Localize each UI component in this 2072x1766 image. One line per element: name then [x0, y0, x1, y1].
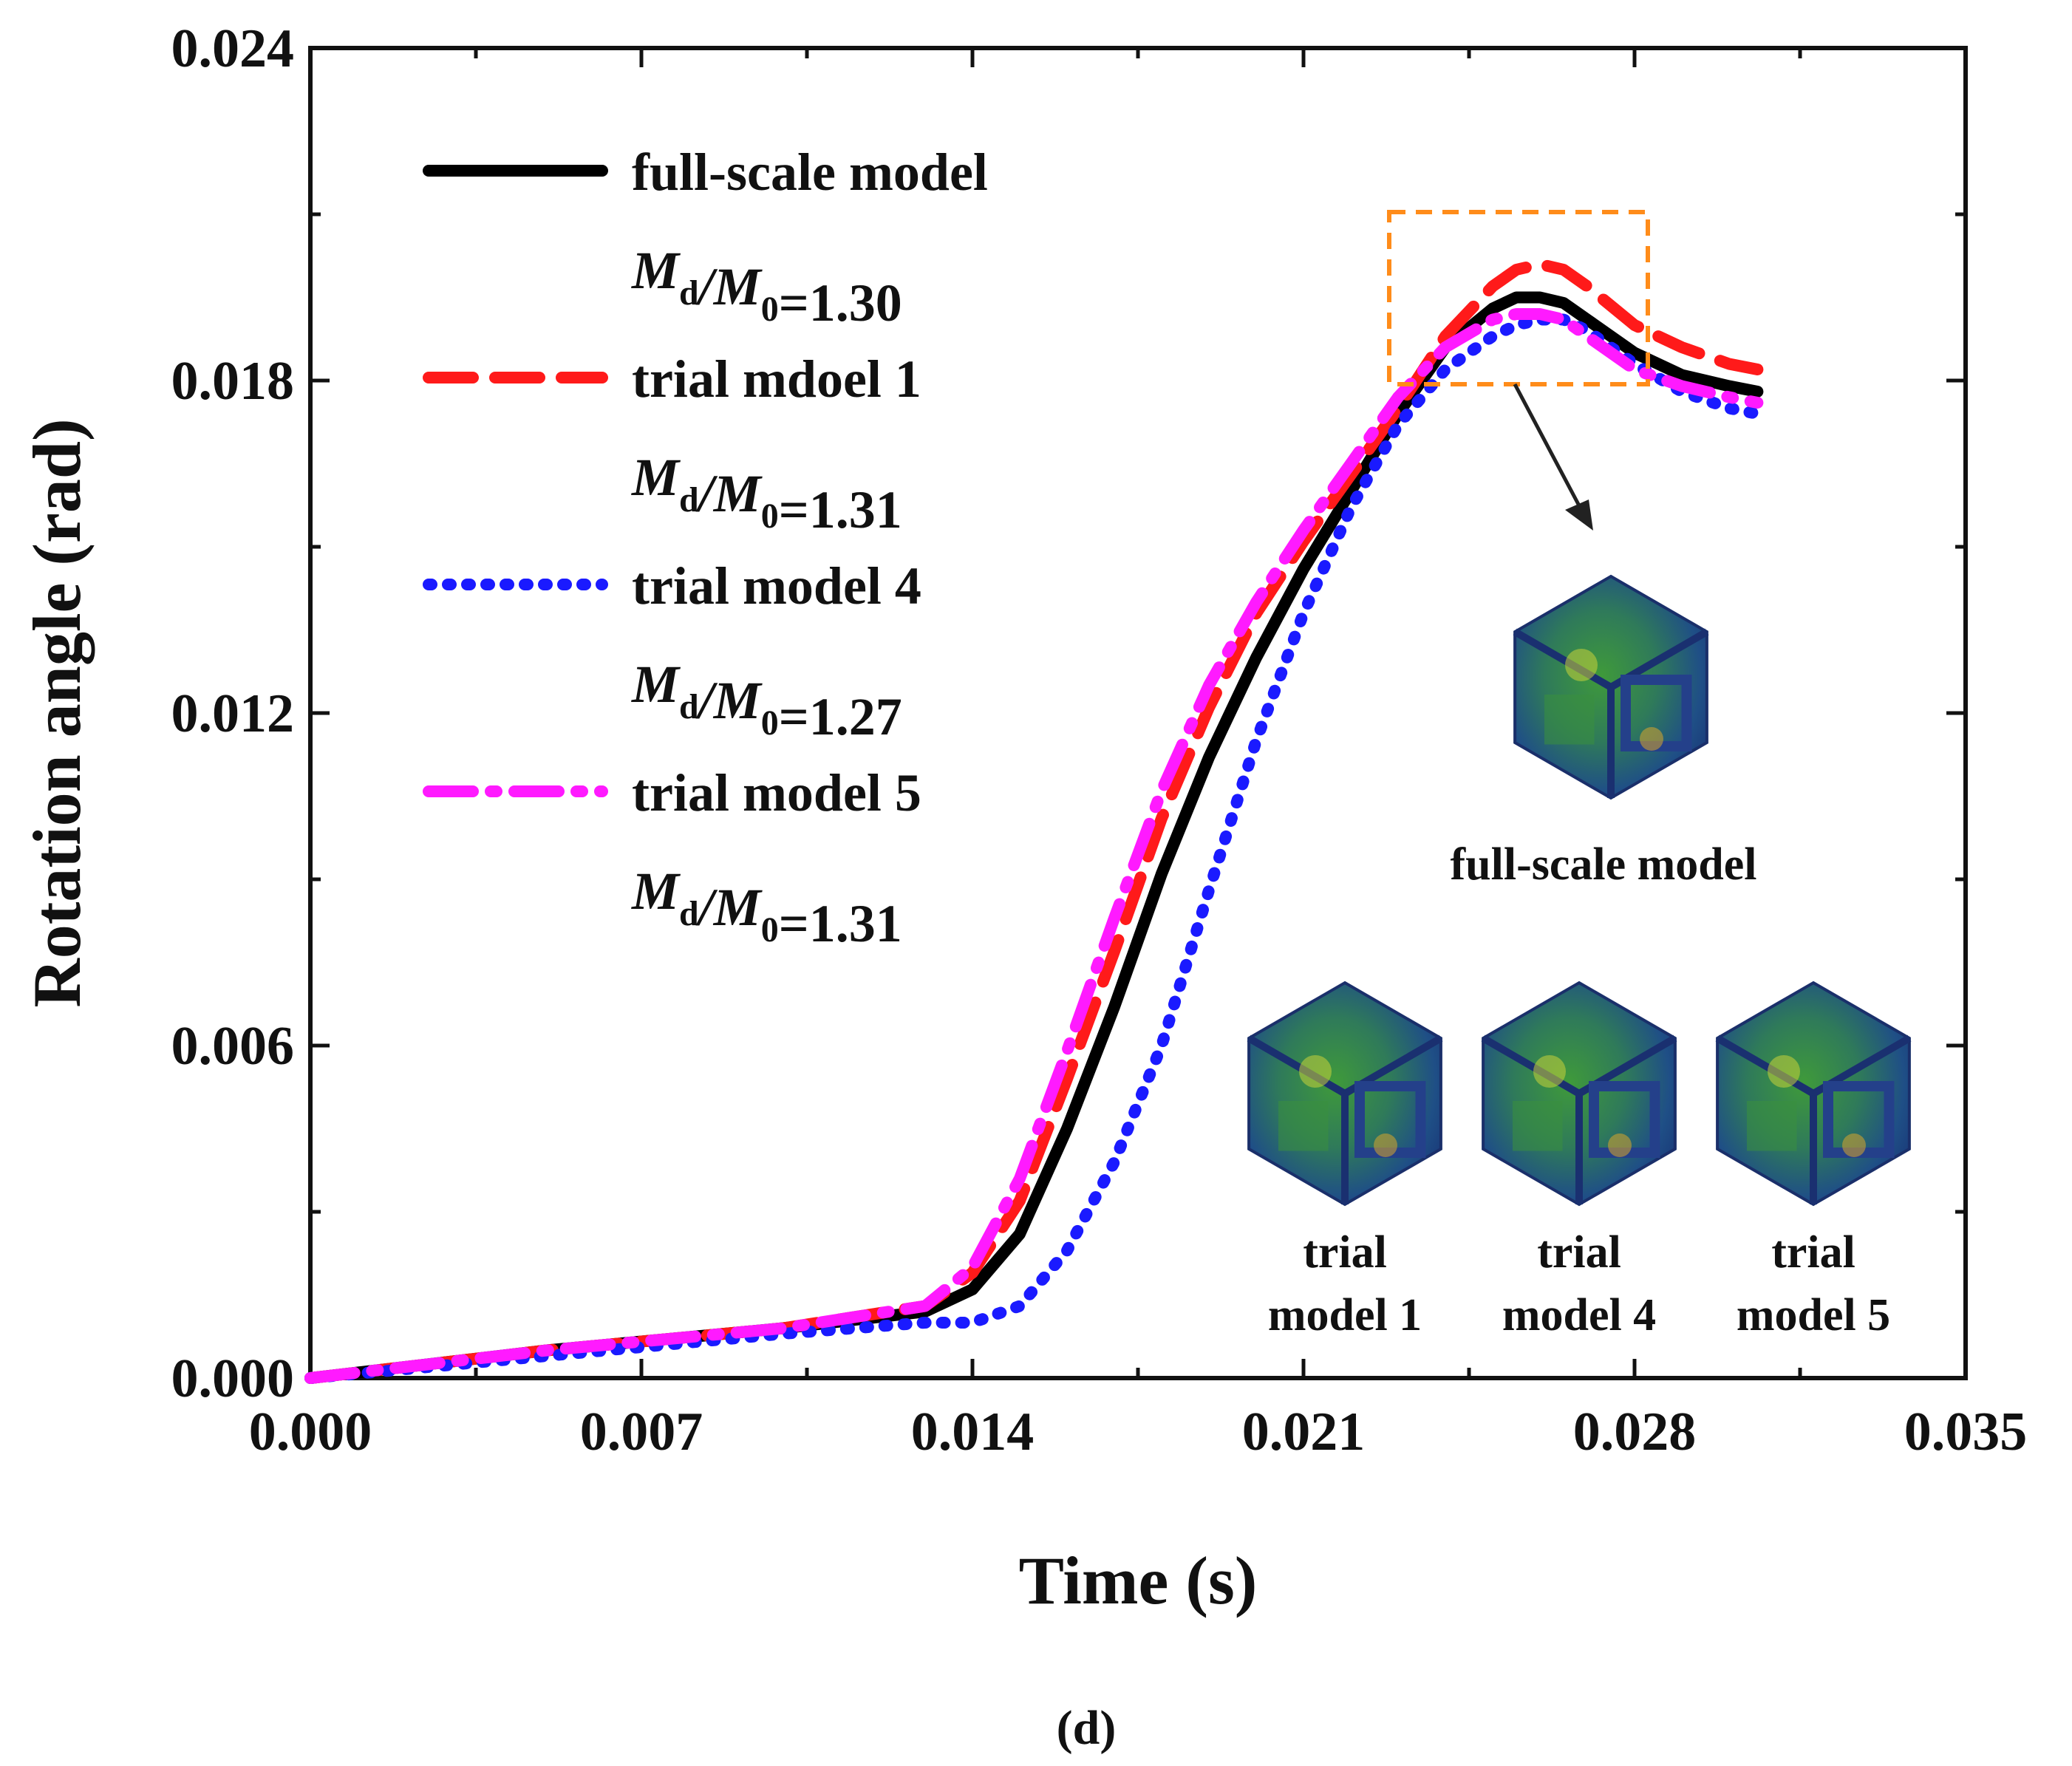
inset-label-trial-1-line-1: trial [1303, 1227, 1387, 1278]
legend: full-scale model Md/M0=1.30 trial mdoel 1 M… [423, 143, 988, 953]
zoom-arrow-head [1565, 500, 1593, 531]
legend-label-1: full-scale model [632, 143, 988, 202]
inset-hex-trial-1 [1247, 981, 1443, 1207]
x-tick-label: 0.021 [1242, 1402, 1366, 1462]
legend-label-4: trial model 5 [632, 763, 921, 822]
x-tick-label: 0.028 [1573, 1402, 1697, 1462]
y-tick-label: 0.024 [171, 18, 295, 79]
y-tick-label: 0.000 [171, 1349, 295, 1409]
legend-ratio-4: Md/M0=1.31 [631, 862, 902, 953]
legend-label-2: trial mdoel 1 [632, 350, 921, 409]
x-tick-label: 0.007 [580, 1402, 703, 1462]
inset-label-trial-4-line-1: trial [1537, 1227, 1621, 1278]
tick-marks [308, 46, 1968, 1380]
y-tick-label: 0.012 [171, 683, 295, 744]
x-axis-title: Time (s) [1019, 1543, 1258, 1618]
inset-label-trial-5-line-1: trial [1771, 1227, 1855, 1278]
legend-ratio-2: Md/M0=1.31 [631, 448, 902, 539]
series-line-1 [304, 291, 1764, 1384]
tick-labels: 0.000 0.007 0.014 0.021 0.028 0.035 0.000 0.006… [171, 18, 2028, 1462]
series-group [304, 258, 1764, 1384]
x-tick-label: 0.000 [249, 1402, 372, 1462]
inset-label-trial-1-line-2: model 1 [1268, 1290, 1422, 1340]
zoom-box [1387, 210, 1650, 386]
figure-caption: (d) [1057, 1701, 1117, 1755]
inset-label-full-scale: full-scale model [1451, 839, 1757, 890]
x-tick-label: 0.014 [911, 1402, 1035, 1462]
legend-ratio-3: Md/M0=1.27 [631, 655, 902, 746]
inset-hex-full-scale [1513, 574, 1709, 800]
inset-label-trial-4-line-2: model 4 [1502, 1290, 1656, 1340]
inset-label-trial-5-line-2: model 5 [1737, 1290, 1890, 1340]
zoom-arrow [1513, 383, 1584, 511]
inset-hex-trial-5 [1715, 981, 1912, 1207]
y-tick-label: 0.018 [171, 351, 295, 412]
x-tick-label: 0.035 [1904, 1402, 2028, 1462]
y-axis-title: Rotation angle (rad) [19, 418, 95, 1007]
inset-images [1247, 574, 1912, 1207]
legend-label-3: trial model 4 [632, 556, 921, 616]
series-line-4 [304, 308, 1764, 1384]
inset-hex-trial-4 [1481, 981, 1677, 1207]
legend-ratio-1: Md/M0=1.30 [631, 241, 902, 333]
y-tick-label: 0.006 [171, 1016, 295, 1077]
